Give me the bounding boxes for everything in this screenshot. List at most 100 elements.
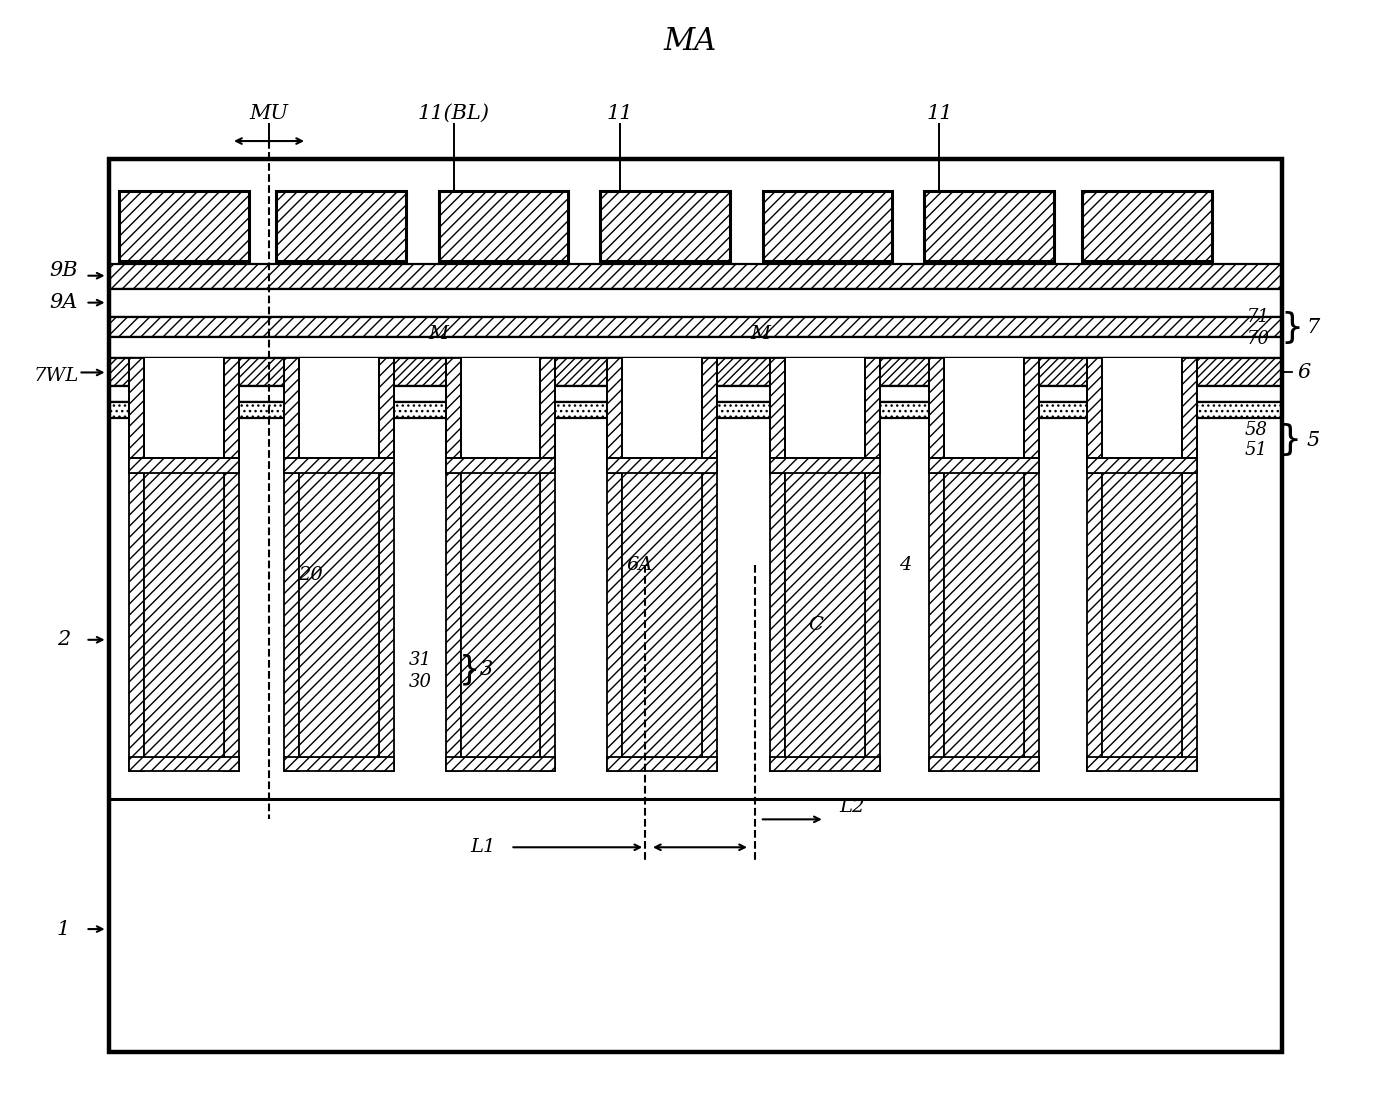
- Bar: [109, 386, 1282, 402]
- Text: 20: 20: [298, 566, 323, 584]
- Bar: [284, 419, 393, 438]
- Bar: [770, 419, 879, 438]
- Bar: [109, 402, 1282, 419]
- Bar: [130, 756, 239, 772]
- Text: 11: 11: [607, 104, 633, 123]
- Bar: [446, 458, 555, 474]
- Bar: [763, 191, 893, 260]
- Bar: [607, 359, 622, 474]
- Bar: [378, 359, 393, 474]
- Bar: [1087, 419, 1196, 438]
- Bar: [109, 264, 1282, 288]
- Bar: [109, 419, 1282, 1052]
- Bar: [461, 359, 541, 458]
- Bar: [299, 438, 378, 455]
- Bar: [276, 191, 406, 260]
- Bar: [929, 458, 1039, 474]
- Text: M: M: [749, 325, 770, 343]
- Bar: [299, 456, 378, 756]
- Text: 6: 6: [1297, 363, 1311, 382]
- Text: MU: MU: [250, 104, 288, 123]
- Bar: [1087, 419, 1103, 772]
- Bar: [607, 419, 622, 772]
- Text: 71: 71: [1248, 307, 1270, 325]
- Bar: [1181, 359, 1196, 474]
- Bar: [1087, 359, 1103, 474]
- Bar: [702, 419, 718, 772]
- Bar: [109, 316, 1282, 336]
- Bar: [284, 419, 299, 772]
- Bar: [145, 359, 224, 458]
- Bar: [541, 359, 555, 474]
- Text: }: }: [1281, 311, 1304, 344]
- Text: }: }: [1278, 423, 1301, 457]
- Bar: [130, 458, 239, 474]
- Text: 9A: 9A: [50, 293, 77, 312]
- Bar: [925, 191, 1054, 260]
- Bar: [145, 456, 224, 756]
- Bar: [109, 288, 1282, 316]
- Text: 70: 70: [1248, 330, 1270, 347]
- Text: 2: 2: [57, 630, 70, 649]
- Bar: [299, 359, 378, 458]
- Bar: [224, 359, 239, 474]
- Text: C: C: [809, 615, 822, 633]
- Bar: [439, 191, 569, 260]
- Bar: [446, 419, 461, 772]
- Bar: [1181, 419, 1196, 772]
- Bar: [785, 359, 864, 458]
- Text: 5: 5: [1307, 431, 1321, 450]
- Text: 30: 30: [410, 672, 432, 690]
- Bar: [944, 438, 1024, 455]
- Bar: [1024, 359, 1039, 474]
- Bar: [770, 359, 785, 474]
- Bar: [224, 419, 239, 772]
- Text: }: }: [458, 653, 480, 686]
- Bar: [607, 419, 718, 438]
- Bar: [461, 456, 541, 756]
- Bar: [109, 159, 1282, 1052]
- Bar: [109, 800, 1282, 1052]
- Text: 11: 11: [926, 104, 952, 123]
- Bar: [1082, 191, 1212, 260]
- Text: 51: 51: [1245, 441, 1268, 459]
- Bar: [944, 359, 1024, 458]
- Text: 58: 58: [1245, 421, 1268, 439]
- Bar: [446, 756, 555, 772]
- Bar: [378, 419, 393, 772]
- Text: 31: 31: [410, 651, 432, 669]
- Bar: [785, 456, 864, 756]
- Bar: [130, 419, 239, 438]
- Bar: [109, 359, 1282, 386]
- Text: 11(BL): 11(BL): [418, 104, 490, 123]
- Bar: [607, 458, 718, 474]
- Bar: [785, 438, 864, 455]
- Text: 7: 7: [1307, 318, 1321, 337]
- Bar: [929, 359, 944, 474]
- Text: 6A: 6A: [627, 556, 653, 574]
- Bar: [770, 756, 879, 772]
- Text: 1: 1: [57, 919, 70, 938]
- Text: M: M: [429, 325, 448, 343]
- Bar: [109, 336, 1282, 359]
- Bar: [1024, 419, 1039, 772]
- Bar: [1103, 438, 1181, 455]
- Bar: [622, 359, 702, 458]
- Text: MA: MA: [664, 26, 716, 57]
- Bar: [120, 191, 250, 260]
- Bar: [770, 419, 785, 772]
- Text: L1: L1: [471, 838, 495, 857]
- Bar: [1103, 359, 1181, 458]
- Bar: [130, 419, 145, 772]
- Bar: [929, 419, 1039, 438]
- Bar: [929, 756, 1039, 772]
- Bar: [607, 756, 718, 772]
- Text: 9B: 9B: [50, 261, 77, 280]
- Bar: [130, 359, 145, 474]
- Bar: [284, 359, 299, 474]
- Bar: [145, 438, 224, 455]
- Bar: [600, 191, 730, 260]
- Bar: [461, 438, 541, 455]
- Text: 4: 4: [900, 556, 912, 574]
- Bar: [929, 419, 944, 772]
